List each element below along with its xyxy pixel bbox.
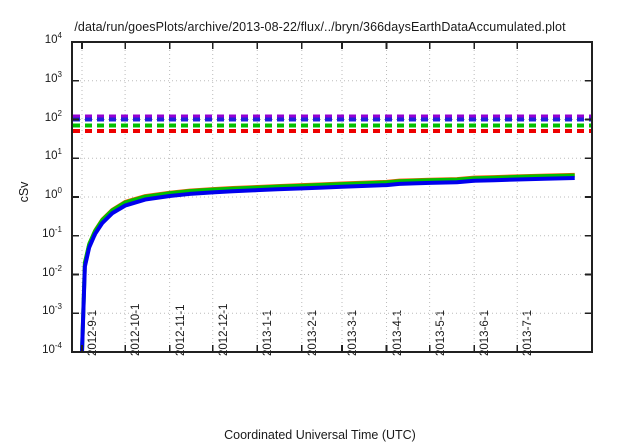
y-tick-base: 10 [42, 266, 55, 279]
y-tick-label: 103 [22, 69, 62, 85]
y-tick-label: 101 [22, 147, 62, 163]
y-tick-exponent: -2 [54, 263, 62, 273]
y-tick-label: 100 [22, 186, 62, 201]
y-tick-label: 10-2 [22, 263, 62, 279]
y-tick-base: 10 [44, 189, 58, 201]
y-tick-base: 10 [42, 344, 55, 356]
chart-title: /data/run/goesPlots/archive/2013-08-22/f… [74, 20, 566, 34]
tick-marks [72, 41, 592, 353]
y-tick-exponent: 0 [57, 186, 62, 196]
y-tick-exponent: 3 [57, 69, 62, 79]
y-tick-label: 102 [22, 108, 62, 124]
y-tick-label: 10-1 [22, 224, 62, 240]
y-tick-base: 10 [44, 111, 58, 124]
y-tick-label: 10-4 [22, 341, 62, 356]
y-tick-exponent: -4 [54, 341, 62, 351]
data-series [80, 172, 575, 353]
y-tick-base: 10 [42, 227, 55, 240]
y-tick-exponent: 4 [57, 31, 62, 41]
y-tick-exponent: -3 [54, 302, 62, 312]
reference-lines [73, 114, 591, 134]
y-tick-base: 10 [44, 72, 58, 85]
y-tick-exponent: 1 [57, 147, 62, 157]
y-tick-base: 10 [42, 305, 55, 318]
y-tick-exponent: -1 [54, 224, 62, 234]
y-tick-base: 10 [44, 150, 58, 163]
y-tick-base: 10 [44, 34, 58, 46]
x-axis-label: Coordinated Universal Time (UTC) [224, 428, 416, 442]
y-tick-label: 10-3 [22, 302, 62, 318]
y-tick-label: 104 [22, 31, 62, 46]
y-tick-exponent: 2 [57, 108, 62, 118]
